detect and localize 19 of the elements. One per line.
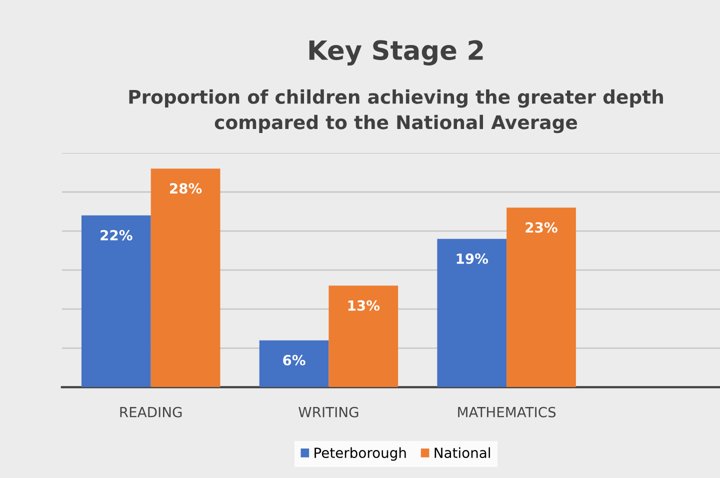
- bar: [506, 208, 576, 388]
- data-label: 19%: [456, 253, 488, 264]
- data-label: 13%: [348, 300, 380, 311]
- bar: [259, 340, 329, 388]
- chart-title: Key Stage 2: [309, 40, 483, 66]
- legend-label: Peterborough: [314, 447, 406, 461]
- data-label: 6%: [283, 354, 306, 366]
- chart-subtitle: Proportion of children achieving the greater depth compared to the National Average: [129, 89, 663, 134]
- bar: [437, 238, 507, 388]
- data-label: 23%: [526, 222, 558, 233]
- bar: [81, 215, 151, 388]
- bar: [328, 286, 398, 388]
- data-label: 28%: [170, 183, 202, 194]
- x-tick-label: MATHEMATICS: [458, 406, 556, 418]
- data-label: 22%: [100, 230, 132, 241]
- x-tick-label: WRITING: [298, 406, 358, 418]
- x-tick-label: READING: [120, 406, 182, 418]
- bar: [150, 168, 220, 388]
- legend-label: National: [434, 447, 490, 458]
